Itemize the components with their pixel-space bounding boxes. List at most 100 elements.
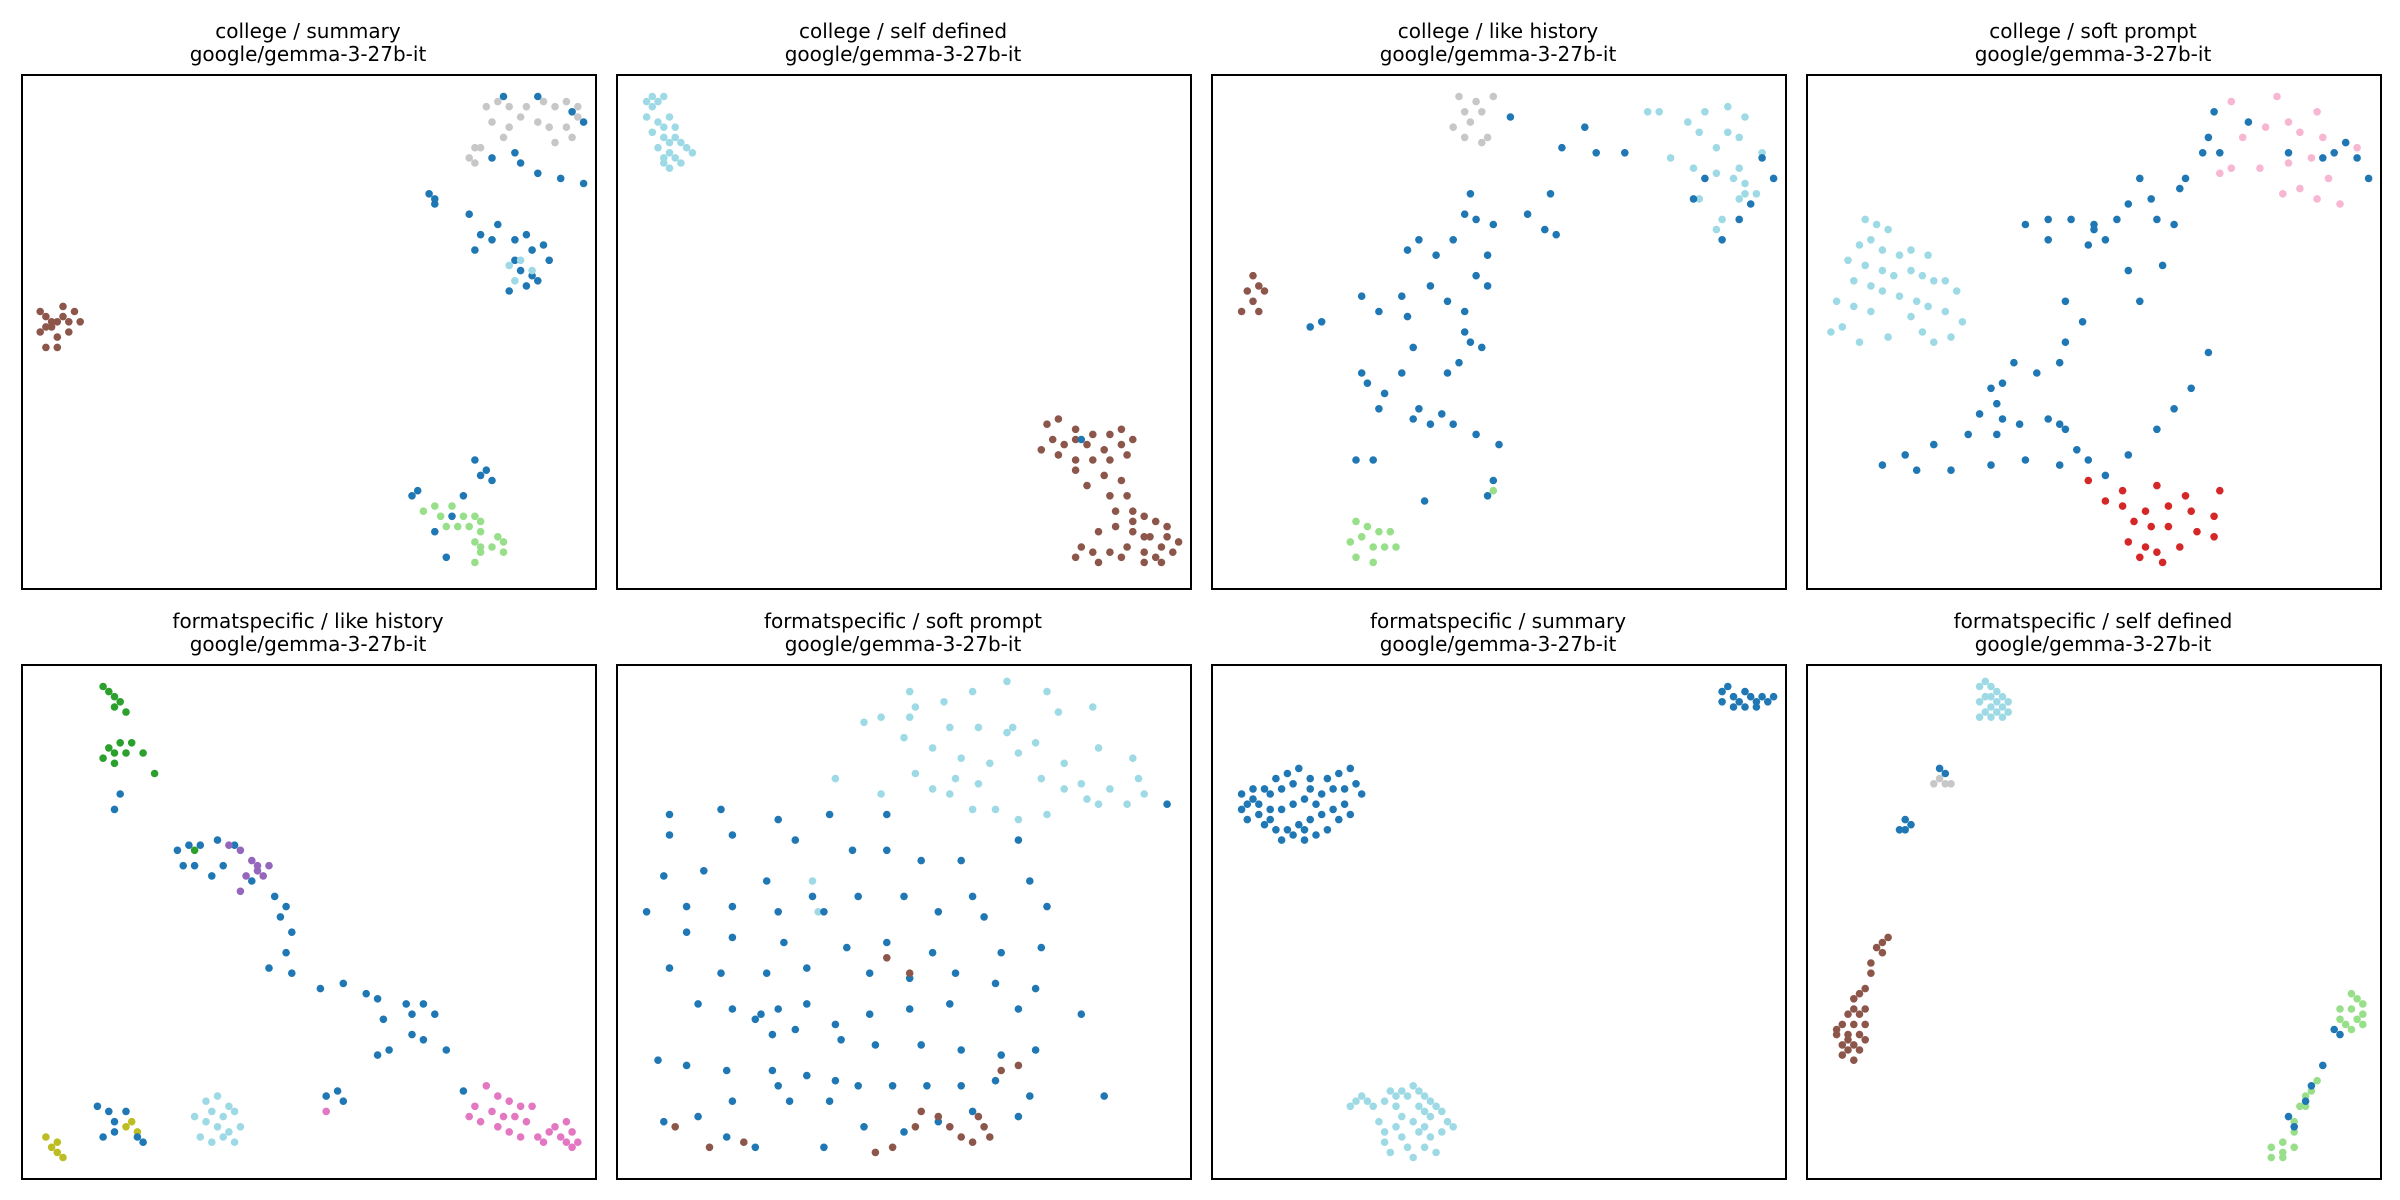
scatter-point xyxy=(1317,790,1326,798)
scatter-point xyxy=(494,220,502,229)
scatter-point xyxy=(1741,687,1749,696)
scatter-point xyxy=(1878,461,1887,469)
scatter-point xyxy=(282,902,290,911)
scatter-point xyxy=(1106,430,1114,439)
scatter-point xyxy=(1958,318,1967,326)
scatter-point xyxy=(883,810,891,819)
scatter-point xyxy=(190,861,199,870)
scatter-point xyxy=(511,149,519,157)
scatter-point xyxy=(1947,780,1955,788)
scatter-point xyxy=(820,908,828,916)
scatter-point xyxy=(1438,1128,1446,1136)
scatter-point xyxy=(660,872,668,880)
scatter-point xyxy=(1838,323,1847,331)
scatter-point xyxy=(1850,1005,1858,1013)
scatter-point xyxy=(528,1102,536,1111)
scatter-point xyxy=(1884,333,1892,341)
scatter-point xyxy=(1735,215,1743,224)
scatter-point xyxy=(1443,1117,1452,1126)
title-line: college / like history xyxy=(1397,19,1599,43)
scatter-point xyxy=(1844,1010,1852,1018)
scatter-point xyxy=(2216,169,2224,178)
scatter-point xyxy=(425,190,433,198)
scatter-point xyxy=(1912,466,1921,475)
scatter-point xyxy=(1289,800,1297,808)
scatter-point xyxy=(728,902,737,911)
scatter-point xyxy=(47,323,56,331)
scatter-point xyxy=(499,1112,508,1121)
scatter-point xyxy=(768,1066,777,1075)
scatter-point xyxy=(740,1138,748,1146)
scatter-point xyxy=(877,790,885,798)
scatter-point xyxy=(900,1128,908,1136)
panel-title: college / like history google/gemma-3-27b… xyxy=(1211,20,1785,66)
scatter-point xyxy=(1735,164,1743,172)
scatter-point xyxy=(1987,384,1995,393)
scatter-point xyxy=(1878,948,1887,957)
scatter-point xyxy=(917,1107,925,1116)
scatter-point xyxy=(574,113,582,121)
scatter-point xyxy=(2204,133,2213,142)
scatter-point xyxy=(562,97,571,106)
scatter-point xyxy=(99,1133,107,1141)
scatter-point xyxy=(642,908,651,916)
scatter-point xyxy=(516,159,525,167)
scatter-point xyxy=(1438,1107,1446,1116)
scatter-point xyxy=(1689,164,1698,172)
scatter-point xyxy=(1884,933,1892,942)
scatter-point xyxy=(225,841,233,849)
scatter-point xyxy=(1026,877,1034,885)
scatter-point xyxy=(665,113,674,121)
scatter-point xyxy=(122,749,130,757)
scatter-point xyxy=(2021,220,2030,229)
scatter-point xyxy=(1375,307,1383,316)
scatter-point xyxy=(568,1128,576,1136)
scatter-point xyxy=(1489,220,1498,229)
scatter-point xyxy=(1472,215,1480,224)
scatter-point xyxy=(1071,553,1080,562)
scatter-point xyxy=(820,1143,828,1152)
scatter-point xyxy=(928,785,937,793)
scatter-point xyxy=(1043,902,1051,911)
scatter-point xyxy=(1844,256,1852,265)
scatter-point xyxy=(1352,456,1360,464)
scatter-point xyxy=(1901,815,1909,824)
scatter-point xyxy=(1987,461,1995,469)
scatter-point xyxy=(1426,282,1435,290)
scatter-point xyxy=(1901,451,1909,459)
scatter-point xyxy=(1941,780,1950,788)
scatter-point xyxy=(1466,118,1475,126)
scatter-point xyxy=(825,810,834,819)
scatter-point xyxy=(665,831,674,839)
scatter-point xyxy=(253,861,262,870)
scatter-point xyxy=(1483,282,1492,290)
scatter-point xyxy=(2164,502,2173,510)
scatter-point xyxy=(545,1128,553,1136)
subtitle-line: google/gemma-3-27b-it xyxy=(1974,632,2212,656)
title-line: formatspecific / self defined xyxy=(1953,609,2233,633)
panel-title: formatspecific / like history google/gemm… xyxy=(21,610,595,656)
scatter-point xyxy=(1850,302,1858,311)
panel-title: formatspecific / soft prompt google/gemma… xyxy=(616,610,1190,656)
panel-title: formatspecific / self defined google/gemm… xyxy=(1806,610,2380,656)
scatter-point xyxy=(2267,1153,2276,1162)
scatter-point xyxy=(2124,538,2133,546)
scatter-point xyxy=(1289,780,1297,788)
scatter-point xyxy=(814,908,822,916)
scatter-point xyxy=(1295,764,1303,773)
scatter-point xyxy=(1129,754,1137,762)
scatter-point xyxy=(110,805,119,814)
scatter-point xyxy=(2353,143,2361,152)
scatter-point xyxy=(408,1010,416,1018)
scatter-point xyxy=(1083,795,1091,803)
scatter-point xyxy=(545,256,553,265)
scatter-point xyxy=(2210,512,2218,521)
scatter-point xyxy=(116,790,124,798)
scatter-point xyxy=(2078,318,2087,326)
scatter-point xyxy=(751,1143,760,1152)
scatter-point xyxy=(1375,527,1383,536)
scatter-point xyxy=(677,159,685,167)
scatter-point xyxy=(1014,1061,1023,1070)
scatter-point xyxy=(202,1097,210,1105)
scatter-point xyxy=(1998,713,2007,721)
